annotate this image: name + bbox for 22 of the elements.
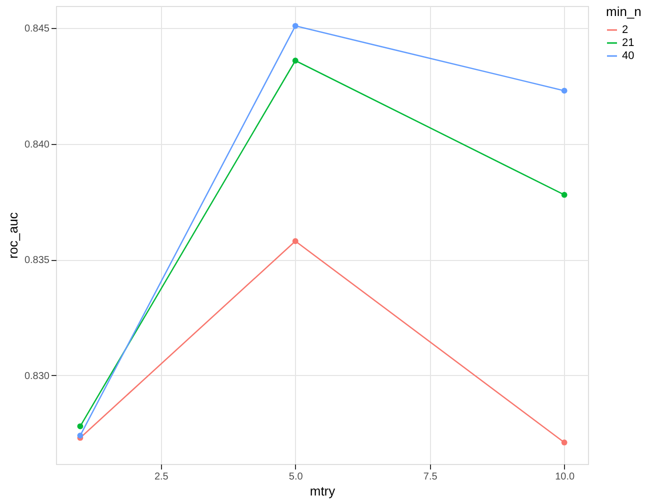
point: [561, 192, 568, 198]
point: [77, 432, 84, 438]
x-tick-label: 2.5: [154, 472, 169, 482]
x-tick-label: 7.5: [423, 472, 438, 482]
x-axis-title: mtry: [310, 484, 336, 498]
point: [292, 58, 298, 64]
y-tick-label: 0.845: [24, 24, 50, 35]
y-tick-label: 0.835: [24, 255, 50, 266]
point: [292, 22, 298, 29]
legend-label: 2: [622, 24, 628, 36]
y-tick-label: 0.830: [24, 370, 50, 382]
legend-label: 21: [622, 37, 634, 49]
legend-label: 40: [622, 50, 634, 62]
point: [561, 88, 568, 94]
y-tick-label: 0.840: [24, 139, 50, 150]
point: [77, 423, 84, 430]
legend-title: min_n: [606, 4, 642, 19]
x-tick-label: 5.0: [288, 472, 304, 482]
x-tick-label: 10.0: [555, 472, 575, 482]
point: [292, 238, 298, 244]
y-axis-title: roc_auc: [5, 212, 20, 259]
point: [561, 440, 568, 446]
